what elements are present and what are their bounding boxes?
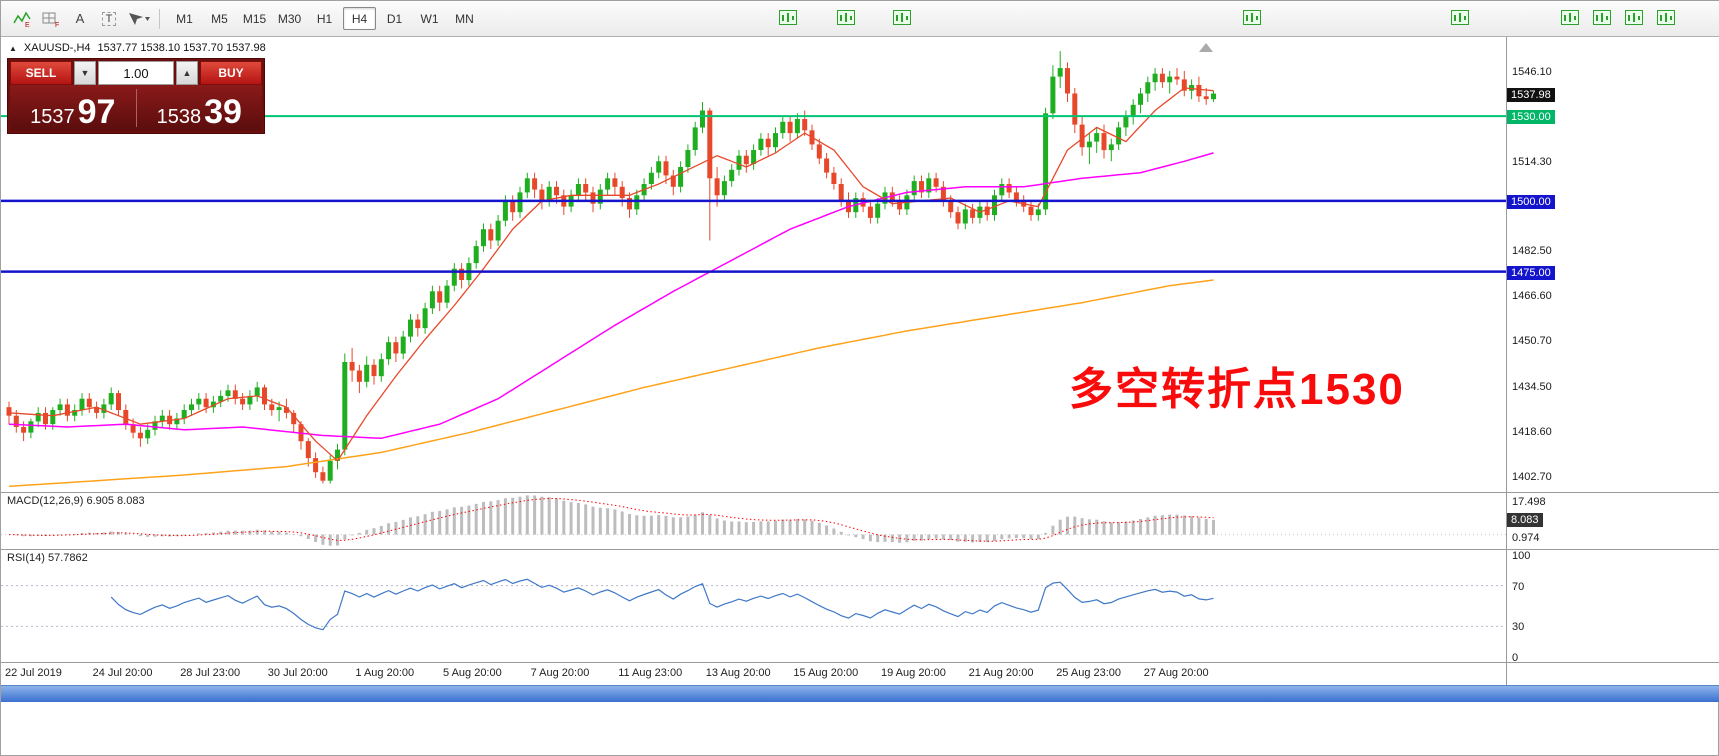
macd-scale-label: 0.974 xyxy=(1512,532,1540,544)
price-scale-label: 1434.50 xyxy=(1512,381,1552,394)
timeframe-button-M15[interactable]: M15 xyxy=(242,11,267,26)
price-scale-label: 1450.70 xyxy=(1512,335,1552,348)
timeframe-button-H4[interactable]: H4 xyxy=(343,7,376,30)
sell-price[interactable]: 1537 97 xyxy=(10,93,136,132)
time-axis-label: 13 Aug 20:00 xyxy=(705,667,771,679)
toolbar: E F A T M1 M5 M15 M30 H1 H4 D1 W1 MN xyxy=(1,1,1719,37)
grid-icon[interactable]: F xyxy=(38,7,64,31)
bottom-bar xyxy=(1,685,1719,702)
timeframe-button-MN[interactable]: MN xyxy=(455,11,474,26)
rsi-label: RSI(14) 57.7862 xyxy=(7,552,88,564)
mini-chart-icon[interactable] xyxy=(1625,10,1643,25)
rsi-panel[interactable]: RSI(14) 57.7862 xyxy=(1,550,1506,662)
macd-scale-label: 17.498 xyxy=(1512,496,1546,508)
indicators-icon[interactable]: E xyxy=(9,7,35,31)
one-click-trade-panel: SELL ▼ ▲ BUY 1537 97 1538 39 xyxy=(7,58,265,134)
sell-button[interactable]: SELL xyxy=(10,61,72,85)
mini-chart-icon[interactable] xyxy=(1451,10,1469,25)
panel-separator[interactable] xyxy=(1,492,1719,493)
time-axis-label: 7 Aug 20:00 xyxy=(530,667,590,679)
ohlc-label: 1537.77 1538.10 1537.70 1537.98 xyxy=(97,42,266,54)
buy-price-main: 1538 xyxy=(156,106,202,128)
buy-button[interactable]: BUY xyxy=(200,61,262,85)
rsi-scale-label: 100 xyxy=(1512,550,1531,563)
time-axis-label: 19 Aug 20:00 xyxy=(881,667,946,679)
sell-price-main: 1537 xyxy=(30,106,75,128)
rsi-scale-label: 0 xyxy=(1512,651,1519,664)
level-price-box: 1475.00 xyxy=(1507,265,1555,280)
timeframe-button-D1[interactable]: D1 xyxy=(386,11,403,26)
mini-chart-icon[interactable] xyxy=(1243,10,1261,25)
time-axis-label: 1 Aug 20:00 xyxy=(355,667,415,679)
timeframe-button-H1[interactable]: H1 xyxy=(316,11,333,26)
timeframe-button-M1[interactable]: M1 xyxy=(176,11,193,26)
price-scale-label: 1514.30 xyxy=(1512,155,1552,168)
bid-price-box: 1537.98 xyxy=(1507,87,1555,102)
chart-annotation-text: 多空转折点1530 xyxy=(1069,365,1405,414)
macd-label: MACD(12,26,9) 6.905 8.083 xyxy=(7,495,145,507)
mini-chart-icon[interactable] xyxy=(779,10,797,25)
macd-panel[interactable]: MACD(12,26,9) 6.905 8.083 xyxy=(1,493,1506,549)
time-axis[interactable]: 22 Jul 2019 24 Jul 20:00 28 Jul 23:00 30 Ju… xyxy=(1,662,1506,685)
mini-chart-icon[interactable] xyxy=(1561,10,1579,25)
level-price-box: 1530.00 xyxy=(1507,110,1555,125)
time-axis-label: 28 Jul 23:00 xyxy=(180,667,241,679)
timeframe-button-M30[interactable]: M30 xyxy=(277,11,302,26)
scroll-to-end-icon[interactable] xyxy=(1199,43,1213,52)
level-price-box: 1500.00 xyxy=(1507,194,1555,209)
sell-price-pips: 97 xyxy=(77,93,116,132)
timeframe-button-W1[interactable]: W1 xyxy=(420,11,439,26)
price-divider xyxy=(135,89,137,127)
svg-text:E: E xyxy=(25,22,30,28)
time-axis-label: 27 Aug 20:00 xyxy=(1143,667,1209,679)
macd-scale-label: 8.083 xyxy=(1507,513,1543,527)
time-axis-label: 30 Jul 20:00 xyxy=(267,667,328,679)
time-axis-label: 5 Aug 20:00 xyxy=(443,667,502,679)
buy-price-pips: 39 xyxy=(204,93,242,132)
timeframe-button-M5[interactable]: M5 xyxy=(211,11,228,26)
mini-chart-icon[interactable] xyxy=(893,10,911,25)
timeframe-group: M1 M5 M15 M30 H1 H4 D1 W1 MN xyxy=(168,7,481,30)
price-scale[interactable]: 1546.10 1514.30 1482.50 1466.60 1450.70 1434.… xyxy=(1506,37,1719,685)
svg-text:F: F xyxy=(55,22,59,28)
text-tool-icon[interactable]: A xyxy=(75,11,85,26)
symbol-label: XAUUSD-,H4 xyxy=(23,42,91,54)
time-axis-label: 21 Aug 20:00 xyxy=(968,667,1034,679)
mini-chart-icon[interactable] xyxy=(1657,10,1675,25)
price-scale-label: 1546.10 xyxy=(1512,65,1552,78)
rsi-scale-label: 30 xyxy=(1512,621,1525,634)
price-scale-label: 1482.50 xyxy=(1512,245,1552,258)
textbox-tool-icon[interactable]: T xyxy=(96,7,122,31)
price-scale-label: 1402.70 xyxy=(1512,470,1552,483)
cursor-tool-icon[interactable] xyxy=(125,7,151,31)
mini-chart-icon[interactable] xyxy=(837,10,855,25)
price-scale-label: 1418.60 xyxy=(1512,425,1552,438)
time-axis-label: 22 Jul 2019 xyxy=(5,667,62,679)
time-axis-label: 25 Aug 23:00 xyxy=(1056,667,1122,679)
toolbar-separator xyxy=(159,8,160,29)
volume-increase-button[interactable]: ▲ xyxy=(176,61,198,85)
time-axis-label: 15 Aug 20:00 xyxy=(793,667,859,679)
rsi-scale-label: 70 xyxy=(1512,580,1525,593)
chart-header: ▲ XAUUSD-,H4 1537.77 1538.10 1537.70 153… xyxy=(9,42,266,54)
mini-chart-icon[interactable] xyxy=(1593,10,1611,25)
trade-price-display: 1537 97 1538 39 xyxy=(10,85,262,131)
volume-input[interactable] xyxy=(98,61,174,85)
time-axis-label: 11 Aug 23:00 xyxy=(618,667,683,679)
volume-decrease-button[interactable]: ▼ xyxy=(74,61,96,85)
price-scale-label: 1466.60 xyxy=(1512,290,1552,303)
symbol-marker-icon: ▲ xyxy=(9,43,17,53)
time-axis-label: 24 Jul 20:00 xyxy=(92,667,153,679)
panel-separator[interactable] xyxy=(1,662,1719,663)
panel-separator[interactable] xyxy=(1,549,1719,550)
buy-price[interactable]: 1538 39 xyxy=(137,93,263,132)
